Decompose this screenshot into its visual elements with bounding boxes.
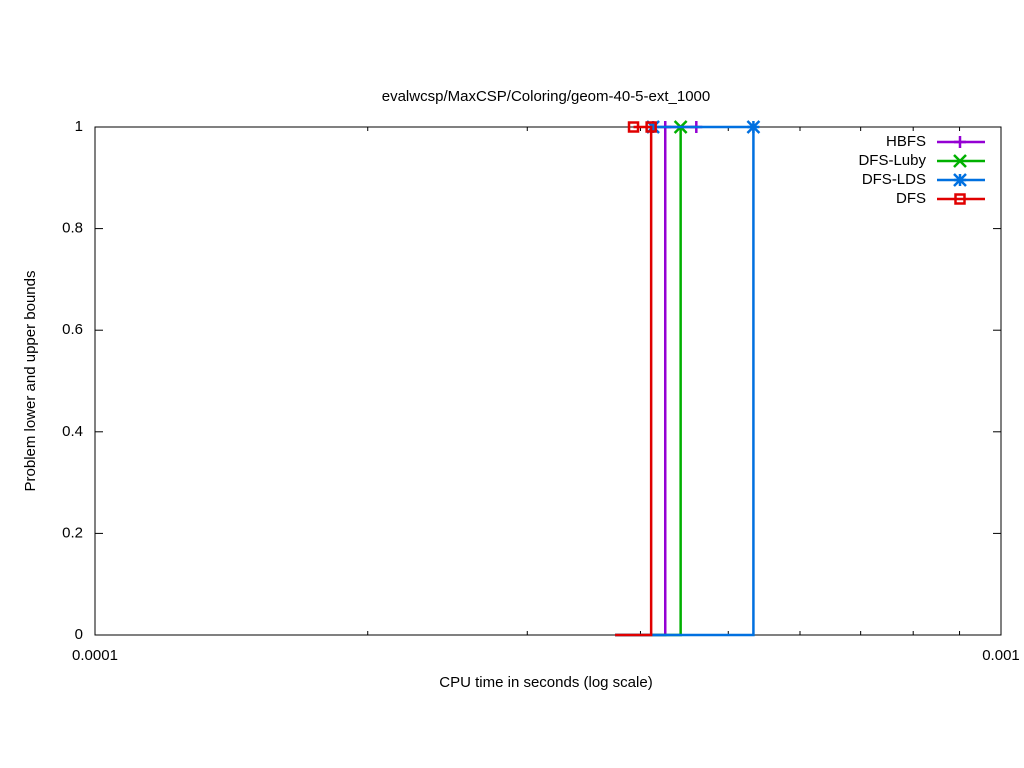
series-line [615,125,653,637]
y-tick-label: 0.8 [62,220,83,237]
y-tick-label: 0 [75,626,83,643]
x-tick-label: 0.0001 [72,647,118,664]
point [646,120,660,134]
legend-marker [953,154,967,168]
legend-label: DFS-Luby [858,152,926,169]
chart-title: evalwcsp/MaxCSP/Coloring/geom-40-5-ext_1… [382,88,711,105]
legend-marker [953,173,967,187]
legend-marker [954,136,966,148]
plot-frame [94,126,1002,636]
legend-label: DFS-LDS [862,171,926,188]
y-tick-label: 0.6 [62,321,83,338]
legend-marker [954,193,966,205]
point [627,121,640,133]
y-axis-label: Problem lower and upper bounds [22,271,39,492]
point [645,121,657,133]
series-line [615,125,755,637]
x-axis-label: CPU time in seconds (log scale) [439,674,652,691]
y-tick-label: 1 [75,118,83,135]
point [746,120,761,134]
legend-label: HBFS [886,133,926,150]
y-tick-label: 0.2 [62,524,83,541]
y-tick-label: 0.4 [62,423,83,440]
legend-label: DFS [896,190,926,207]
x-tick-label: 0.001 [982,647,1020,664]
